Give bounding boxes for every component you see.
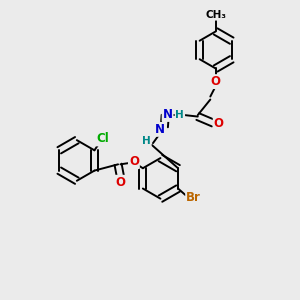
Text: H: H bbox=[142, 136, 151, 146]
Text: CH₃: CH₃ bbox=[205, 10, 226, 20]
Text: O: O bbox=[214, 117, 224, 130]
Text: O: O bbox=[116, 176, 125, 189]
Text: N: N bbox=[155, 123, 165, 136]
Text: O: O bbox=[211, 75, 221, 88]
Text: Cl: Cl bbox=[96, 133, 109, 146]
Text: O: O bbox=[129, 155, 139, 168]
Text: Br: Br bbox=[186, 191, 201, 204]
Text: H: H bbox=[176, 110, 184, 120]
Text: N: N bbox=[163, 108, 172, 121]
